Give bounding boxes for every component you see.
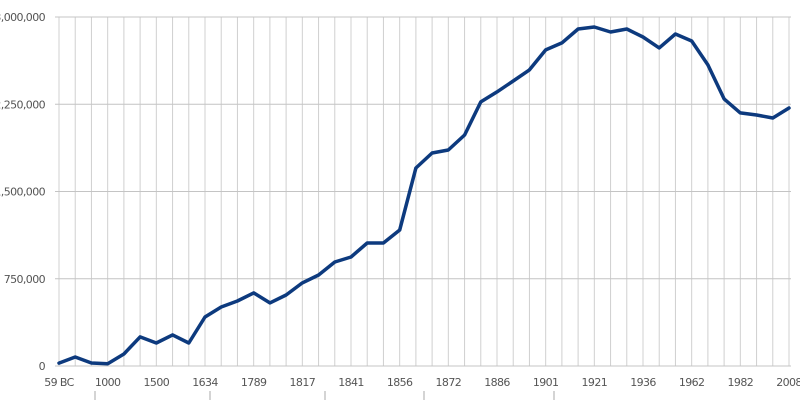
x-tick-label: 1841 [338, 376, 364, 389]
x-tick-label: 1500 [144, 376, 170, 389]
x-tick-label: 1817 [290, 376, 316, 389]
series-line [57, 25, 791, 366]
y-tick-label: 750,000 [4, 273, 46, 286]
y-tick-label: 2,250,000 [0, 98, 46, 111]
x-tick-label: 1634 [192, 376, 218, 389]
y-tick-label: 3,000,000 [0, 11, 46, 24]
x-tick-label: 2008 [776, 376, 800, 389]
x-tick-label: 1856 [387, 376, 413, 389]
series-group [57, 25, 791, 366]
x-tick-label: 1789 [241, 376, 267, 389]
x-tick-label: 1982 [728, 376, 754, 389]
x-tick-label: 1901 [533, 376, 559, 389]
y-tick-label: 0 [39, 360, 46, 373]
y-axis: 0 750,000 1,500,000 2,250,000 3,000,000 [0, 11, 46, 373]
y-tick-label: 1,500,000 [0, 186, 46, 199]
x-tick-label: 1962 [679, 376, 705, 389]
x-tick-label: 1936 [630, 376, 656, 389]
x-tick-label: 1000 [95, 376, 121, 389]
gridlines [55, 16, 791, 367]
x-axis: 59 BC 1000 1500 1634 1789 1817 1841 1856 1872 188… [44, 376, 800, 400]
x-tick-label: 1886 [484, 376, 510, 389]
x-tick-label: 59 BC [44, 376, 74, 389]
x-tick-label: 1872 [436, 376, 462, 389]
x-tick-label: 1921 [582, 376, 608, 389]
